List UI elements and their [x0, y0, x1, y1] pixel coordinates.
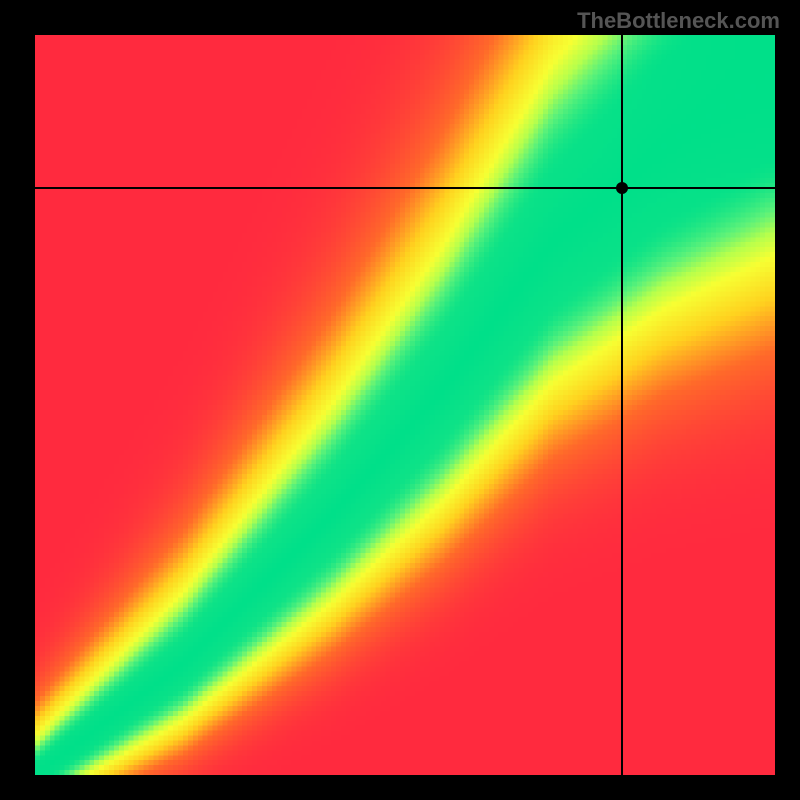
bottleneck-heatmap: [35, 35, 775, 775]
plot-area: [35, 35, 775, 775]
chart-container: TheBottleneck.com: [0, 0, 800, 800]
crosshair-horizontal: [35, 187, 775, 189]
crosshair-marker: [616, 182, 628, 194]
crosshair-vertical: [621, 35, 623, 775]
watermark-text: TheBottleneck.com: [577, 8, 780, 34]
